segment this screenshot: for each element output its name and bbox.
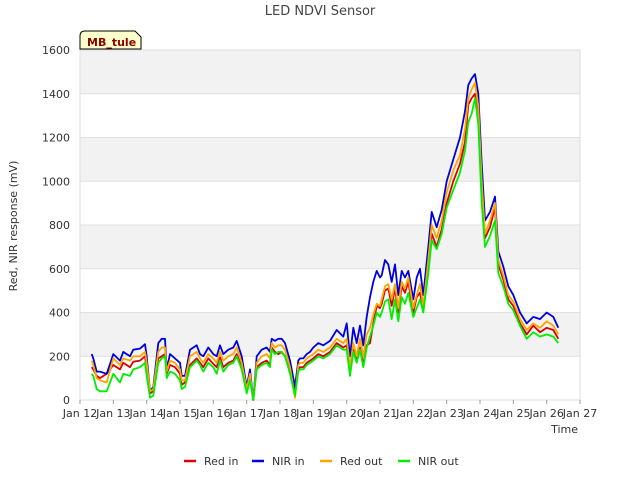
y-tick-label: 600 bbox=[49, 263, 70, 276]
y-tick-label: 200 bbox=[49, 350, 70, 363]
y-tick-label: 1400 bbox=[42, 88, 70, 101]
x-tick-label: Jan 19 bbox=[295, 407, 330, 420]
series-nir-in-line bbox=[90, 73, 560, 401]
y-tick-label: 800 bbox=[49, 219, 70, 232]
chart-title: LED NDVI Sensor bbox=[265, 4, 376, 19]
plot-band bbox=[80, 356, 580, 400]
legend-label: Red out bbox=[340, 455, 383, 468]
x-axis-title: Time bbox=[550, 423, 578, 436]
plot-band bbox=[80, 181, 580, 225]
x-tick-label: Jan 26 bbox=[528, 407, 563, 420]
y-tick-label: 1600 bbox=[42, 44, 70, 57]
series-red-out-line bbox=[90, 81, 560, 401]
series-nir-out-line bbox=[90, 97, 560, 401]
x-tick-label: Jan 12 bbox=[62, 407, 97, 420]
site-tag-text: MB_tule bbox=[87, 36, 136, 49]
y-tick-label: 0 bbox=[63, 394, 70, 407]
x-tick-label: Jan 22 bbox=[395, 407, 430, 420]
x-tick-label: Jan 18 bbox=[262, 407, 297, 420]
x-tick-label: Jan 23 bbox=[428, 407, 463, 420]
plot-band bbox=[80, 268, 580, 313]
plot-frame bbox=[79, 49, 581, 401]
legend-label: Red in bbox=[204, 455, 238, 468]
legend: Red in NIR in Red out NIR out bbox=[184, 455, 459, 468]
y-tick-label: 1200 bbox=[42, 132, 70, 145]
plot-band bbox=[80, 93, 580, 138]
x-tick-label: Jan 13 bbox=[95, 407, 130, 420]
x-tick-label: Jan 16 bbox=[195, 407, 230, 420]
y-axis-title: Red, NIR response (mV) bbox=[7, 161, 20, 292]
y-tick-label: 400 bbox=[49, 307, 70, 320]
x-tick-label: Jan 20 bbox=[328, 407, 363, 420]
x-tick-label: Jan 25 bbox=[495, 407, 530, 420]
plot-band bbox=[80, 137, 580, 182]
legend-label: NIR out bbox=[418, 455, 459, 468]
plot-band bbox=[80, 312, 580, 357]
legend-label: NIR in bbox=[272, 455, 305, 468]
x-tick-label: Jan 21 bbox=[362, 407, 397, 420]
x-tick-label: Jan 24 bbox=[462, 407, 497, 420]
plot-band bbox=[80, 225, 580, 269]
x-tick-label: Jan 15 bbox=[162, 407, 197, 420]
series-lines bbox=[90, 73, 560, 401]
site-tag-label: MB_tule bbox=[79, 30, 142, 50]
x-tick-label: Jan 27 bbox=[562, 407, 597, 420]
plot-band bbox=[80, 50, 580, 94]
y-axis-ticks: 0 200 400 600 800 1000 1200 1400 1600 bbox=[42, 44, 70, 407]
series-red-in-line bbox=[90, 92, 560, 401]
y-tick-label: 1000 bbox=[42, 175, 70, 188]
x-tick-label: Jan 17 bbox=[228, 407, 263, 420]
site-tag-box bbox=[79, 30, 142, 50]
x-tick-label: Jan 14 bbox=[128, 407, 163, 420]
